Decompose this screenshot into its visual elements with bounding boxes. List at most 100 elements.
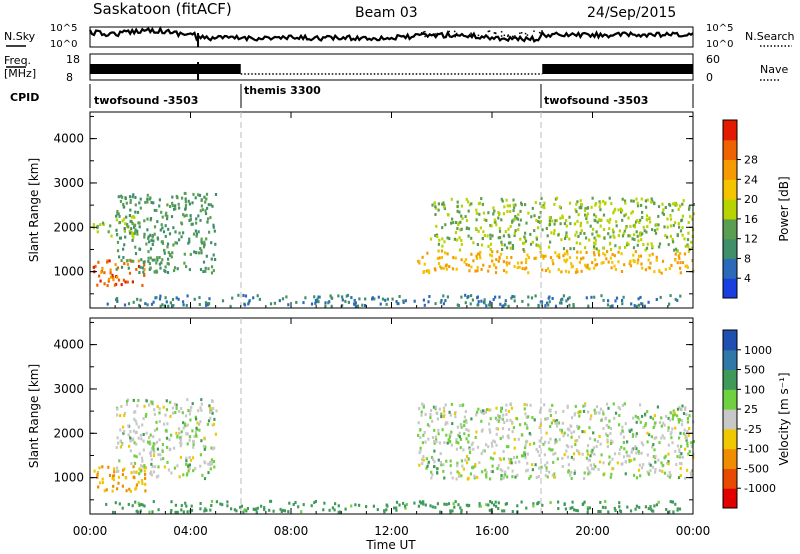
heatmap-cell: [584, 404, 587, 407]
heatmap-cell: [593, 218, 596, 222]
heatmap-cell: [175, 296, 178, 300]
heatmap-cell: [476, 445, 480, 449]
heatmap-cell: [200, 398, 203, 402]
heatmap-cell: [449, 459, 452, 463]
heatmap-cell: [505, 263, 508, 267]
heatmap-cell: [178, 431, 181, 435]
heatmap-cell: [479, 226, 482, 230]
heatmap-cell: [182, 426, 185, 430]
heatmap-cell: [371, 297, 374, 301]
heatmap-cell: [539, 220, 543, 223]
heatmap-cell: [117, 278, 121, 282]
heatmap-cell: [288, 501, 291, 505]
heatmap-cell: [519, 209, 522, 213]
heatmap-cell: [125, 489, 128, 493]
heatmap-cell: [442, 469, 445, 473]
heatmap-cell: [614, 207, 617, 211]
heatmap-cell: [543, 206, 546, 210]
heatmap-cell: [167, 227, 170, 231]
heatmap-cell: [383, 509, 386, 513]
heatmap-cell: [116, 436, 119, 440]
heatmap-cell: [531, 416, 534, 420]
velocity-heatmap: [93, 398, 695, 514]
heatmap-cell: [155, 209, 158, 212]
heatmap-cell: [654, 454, 657, 458]
heatmap-cell: [393, 506, 396, 510]
heatmap-cell: [676, 249, 679, 252]
heatmap-cell: [592, 467, 595, 471]
heatmap-cell: [590, 205, 593, 209]
heatmap-cell: [156, 405, 159, 409]
heatmap-cell: [109, 268, 112, 272]
heatmap-cell: [681, 226, 684, 230]
heatmap-cell: [513, 231, 516, 235]
heatmap-cell: [134, 230, 137, 234]
heatmap-cell: [533, 418, 536, 422]
heatmap-cell: [663, 225, 666, 229]
heatmap-cell: [461, 217, 464, 221]
heatmap-cell: [595, 263, 599, 266]
heatmap-cell: [633, 446, 636, 450]
heatmap-cell: [162, 405, 165, 409]
heatmap-cell: [507, 409, 510, 413]
heatmap-cell: [160, 210, 163, 214]
heatmap-cell: [551, 473, 554, 477]
heatmap-cell: [545, 431, 548, 435]
heatmap-cell: [602, 410, 605, 414]
heatmap-cell: [201, 473, 204, 477]
heatmap-cell: [489, 253, 492, 257]
heatmap-cell: [324, 301, 327, 305]
heatmap-cell: [607, 299, 610, 303]
heatmap-cell: [504, 303, 507, 307]
heatmap-cell: [563, 431, 566, 435]
heatmap-cell: [441, 237, 444, 241]
heatmap-cell: [525, 469, 528, 473]
heatmap-cell: [609, 304, 612, 308]
heatmap-cell: [618, 407, 622, 411]
heatmap-cell: [645, 246, 649, 250]
heatmap-cell: [535, 237, 538, 241]
heatmap-cell: [385, 302, 388, 306]
heatmap-cell: [507, 445, 510, 449]
heatmap-cell: [480, 243, 484, 247]
heatmap-cell: [485, 473, 488, 477]
heatmap-cell: [478, 254, 481, 258]
heatmap-cell: [653, 504, 656, 508]
heatmap-cell: [131, 232, 135, 236]
heatmap-cell: [462, 467, 465, 471]
heatmap-cell: [516, 504, 519, 508]
heatmap-cell: [135, 470, 138, 474]
heatmap-cell: [583, 232, 586, 235]
heatmap-cell: [427, 437, 430, 441]
heatmap-cell: [212, 225, 215, 229]
heatmap-cell: [418, 407, 421, 411]
colorbar-cell: [723, 428, 737, 450]
heatmap-cell: [107, 279, 110, 283]
heatmap-cell: [554, 451, 557, 455]
heatmap-cell: [485, 218, 488, 222]
heatmap-cell: [361, 303, 364, 307]
heatmap-cell: [118, 221, 121, 225]
heatmap-cell: [138, 221, 141, 225]
heatmap-cell: [639, 295, 642, 299]
heatmap-cell: [642, 225, 645, 229]
noise-search-dot: [472, 34, 474, 37]
heatmap-cell: [215, 500, 218, 504]
heatmap-cell: [141, 482, 144, 485]
heatmap-cell: [188, 237, 191, 241]
heatmap-cell: [558, 253, 561, 257]
heatmap-cell: [169, 414, 172, 418]
x-tick-label: 08:00: [274, 524, 309, 538]
heatmap-cell: [131, 504, 134, 508]
heatmap-cell: [203, 242, 206, 246]
heatmap-cell: [648, 216, 651, 220]
heatmap-cell: [511, 475, 514, 479]
heatmap-cell: [633, 304, 636, 308]
heatmap-cell: [468, 269, 471, 273]
heatmap-cell: [554, 421, 557, 425]
heatmap-cell: [116, 407, 119, 411]
heatmap-cell: [641, 216, 644, 219]
heatmap-cell: [213, 446, 216, 450]
heatmap-cell: [643, 304, 646, 308]
heatmap-cell: [575, 256, 579, 260]
